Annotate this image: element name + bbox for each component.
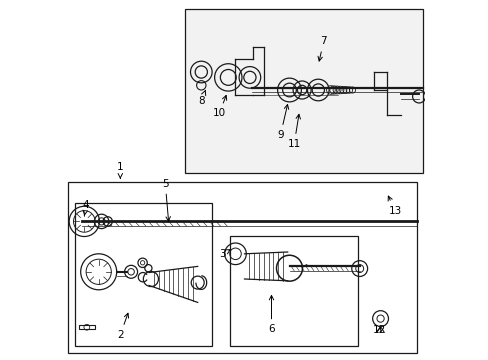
Bar [230,236,357,346]
Text: 10: 10 [212,95,226,118]
Text: 6: 6 [267,296,274,334]
Text: 4: 4 [82,200,89,216]
Text: 11: 11 [287,114,300,149]
Bar [79,325,95,329]
Text: 8: 8 [198,90,205,106]
Text: 2: 2 [117,313,128,340]
Text: 9: 9 [277,104,288,140]
Text: 5: 5 [162,179,170,221]
Text: 7: 7 [317,36,326,61]
Bar [75,203,212,346]
Text: 13: 13 [387,196,401,216]
Text: 12: 12 [372,325,386,336]
Text: 1: 1 [117,162,123,178]
Text: 3: 3 [219,249,230,259]
Bar [68,182,416,353]
Polygon shape [185,9,422,173]
